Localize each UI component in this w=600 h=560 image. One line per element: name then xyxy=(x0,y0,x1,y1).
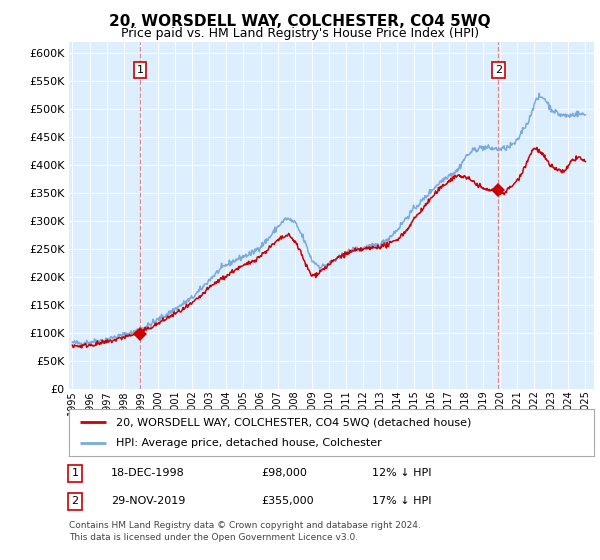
Text: 2: 2 xyxy=(71,496,79,506)
Text: 2: 2 xyxy=(495,65,502,75)
Text: 12% ↓ HPI: 12% ↓ HPI xyxy=(372,468,431,478)
Text: Price paid vs. HM Land Registry's House Price Index (HPI): Price paid vs. HM Land Registry's House … xyxy=(121,27,479,40)
Text: 20, WORSDELL WAY, COLCHESTER, CO4 5WQ (detached house): 20, WORSDELL WAY, COLCHESTER, CO4 5WQ (d… xyxy=(116,417,472,427)
Text: £355,000: £355,000 xyxy=(261,496,314,506)
Text: £98,000: £98,000 xyxy=(261,468,307,478)
Text: Contains HM Land Registry data © Crown copyright and database right 2024.: Contains HM Land Registry data © Crown c… xyxy=(69,521,421,530)
Text: 17% ↓ HPI: 17% ↓ HPI xyxy=(372,496,431,506)
Text: 20, WORSDELL WAY, COLCHESTER, CO4 5WQ: 20, WORSDELL WAY, COLCHESTER, CO4 5WQ xyxy=(109,14,491,29)
Text: 29-NOV-2019: 29-NOV-2019 xyxy=(111,496,185,506)
Text: HPI: Average price, detached house, Colchester: HPI: Average price, detached house, Colc… xyxy=(116,438,382,448)
Text: 1: 1 xyxy=(71,468,79,478)
Text: This data is licensed under the Open Government Licence v3.0.: This data is licensed under the Open Gov… xyxy=(69,533,358,542)
Text: 1: 1 xyxy=(137,65,143,75)
Text: 18-DEC-1998: 18-DEC-1998 xyxy=(111,468,185,478)
